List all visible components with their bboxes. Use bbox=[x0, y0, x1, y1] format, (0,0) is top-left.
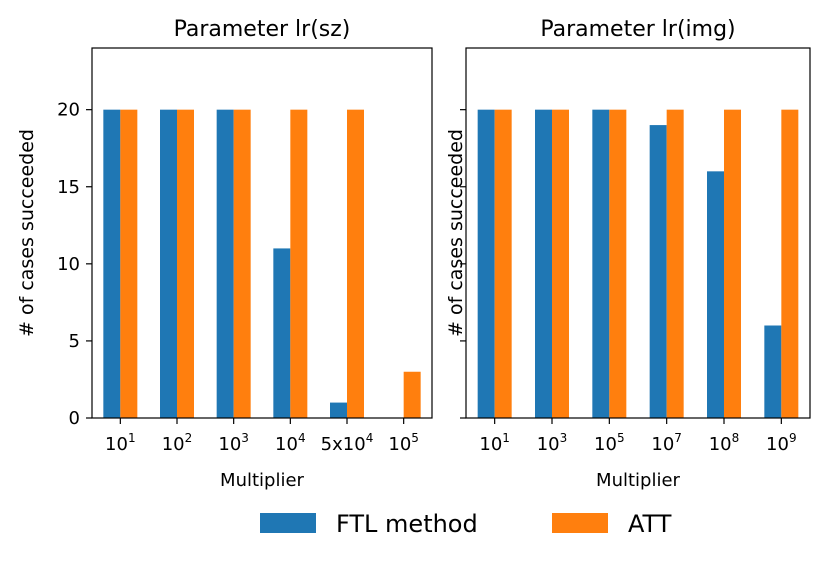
x-tick-label-base: 10 bbox=[388, 434, 411, 455]
x-tick-label-exponent: 5 bbox=[411, 431, 419, 445]
bar-att-5 bbox=[724, 109, 741, 419]
x-tick-label-base: 10 bbox=[105, 434, 128, 455]
x-tick-label-exponent: 9 bbox=[789, 431, 797, 445]
x-tick-label: 107 bbox=[651, 431, 682, 455]
y-tick-label: 0 bbox=[69, 408, 80, 429]
x-tick-label-exponent: 2 bbox=[185, 431, 193, 445]
x-tick-label: 101 bbox=[479, 431, 510, 455]
bar-ftl-2 bbox=[535, 109, 552, 419]
bar-att-3 bbox=[609, 109, 627, 419]
axes-frame bbox=[91, 47, 433, 419]
bar-ftl-2 bbox=[160, 109, 177, 419]
x-tick-label-exponent: 1 bbox=[502, 431, 510, 445]
legend: FTL method ATT bbox=[260, 510, 672, 538]
y-tick-label: 15 bbox=[57, 177, 80, 198]
bar-att-1 bbox=[494, 109, 512, 419]
bar-ftl-3 bbox=[216, 109, 234, 419]
bar-att-4 bbox=[666, 109, 684, 419]
legend-swatch-att bbox=[552, 513, 608, 533]
x-tick-label: 102 bbox=[162, 431, 193, 455]
legend-swatch-ftl bbox=[260, 513, 316, 533]
y-tick-label: 10 bbox=[57, 254, 80, 275]
x-tick-label: 105 bbox=[388, 431, 419, 455]
x-tick-label: 101 bbox=[105, 431, 136, 455]
legend-label-att: ATT bbox=[628, 510, 672, 538]
bar-ftl-1 bbox=[103, 109, 121, 419]
bar-att-6 bbox=[403, 371, 421, 418]
x-tick-label-exponent: 4 bbox=[298, 431, 306, 445]
bar-ftl-5 bbox=[707, 171, 724, 418]
x-tick-label-exponent: 5 bbox=[617, 431, 625, 445]
x-tick-label-base: 10 bbox=[594, 434, 617, 455]
x-tick-label-exponent: 3 bbox=[560, 431, 568, 445]
x-tick-label: 108 bbox=[709, 431, 740, 455]
x-tick-label-exponent: 4 bbox=[366, 431, 374, 445]
x-tick-label: 103 bbox=[218, 431, 249, 455]
bar-att-6 bbox=[781, 109, 799, 419]
bar-att-5 bbox=[347, 109, 364, 419]
y-axis-label: # of cases succeeded bbox=[445, 129, 467, 337]
x-tick-label: 5x104 bbox=[321, 431, 374, 455]
bar-att-2 bbox=[177, 109, 194, 419]
x-tick-label-exponent: 8 bbox=[732, 431, 740, 445]
x-tick-label-base: 10 bbox=[162, 434, 185, 455]
bar-att-3 bbox=[233, 109, 251, 419]
bar-att-2 bbox=[552, 109, 569, 419]
x-tick-label-base: 10 bbox=[537, 434, 560, 455]
bar-ftl-1 bbox=[477, 109, 495, 419]
x-tick-label-base: 10 bbox=[651, 434, 674, 455]
x-axis-label: Multiplier bbox=[596, 470, 681, 491]
chart-title: Parameter lr(img) bbox=[540, 17, 735, 42]
x-tick-label: 109 bbox=[766, 431, 797, 455]
chart-title: Parameter lr(sz) bbox=[174, 17, 351, 42]
bar-att-4 bbox=[290, 109, 308, 419]
x-tick-label: 103 bbox=[537, 431, 568, 455]
bar-ftl-3 bbox=[592, 109, 610, 419]
bar-ftl-4 bbox=[649, 125, 667, 418]
x-tick-label-base: 5x10 bbox=[321, 434, 366, 455]
y-tick-label: 20 bbox=[57, 100, 80, 121]
legend-label-ftl: FTL method bbox=[336, 510, 478, 538]
x-tick-label-exponent: 3 bbox=[241, 431, 249, 445]
x-tick-label-exponent: 7 bbox=[674, 431, 682, 445]
bar-ftl-5 bbox=[330, 402, 347, 418]
y-axis-label: # of cases succeeded bbox=[16, 129, 38, 337]
x-tick-label-base: 10 bbox=[709, 434, 732, 455]
x-axis-label: Multiplier bbox=[220, 470, 305, 491]
x-tick-label-exponent: 1 bbox=[128, 431, 136, 445]
x-tick-label: 104 bbox=[275, 431, 306, 455]
x-tick-label-base: 10 bbox=[766, 434, 789, 455]
x-tick-label-base: 10 bbox=[218, 434, 241, 455]
bar-ftl-6 bbox=[764, 325, 782, 418]
x-tick-label-base: 10 bbox=[275, 434, 298, 455]
x-tick-label-base: 10 bbox=[479, 434, 502, 455]
bar-att-1 bbox=[120, 109, 138, 419]
x-tick-label: 105 bbox=[594, 431, 625, 455]
y-tick-label: 5 bbox=[69, 331, 80, 352]
axes-frame bbox=[465, 47, 811, 419]
bar-ftl-4 bbox=[273, 248, 291, 418]
